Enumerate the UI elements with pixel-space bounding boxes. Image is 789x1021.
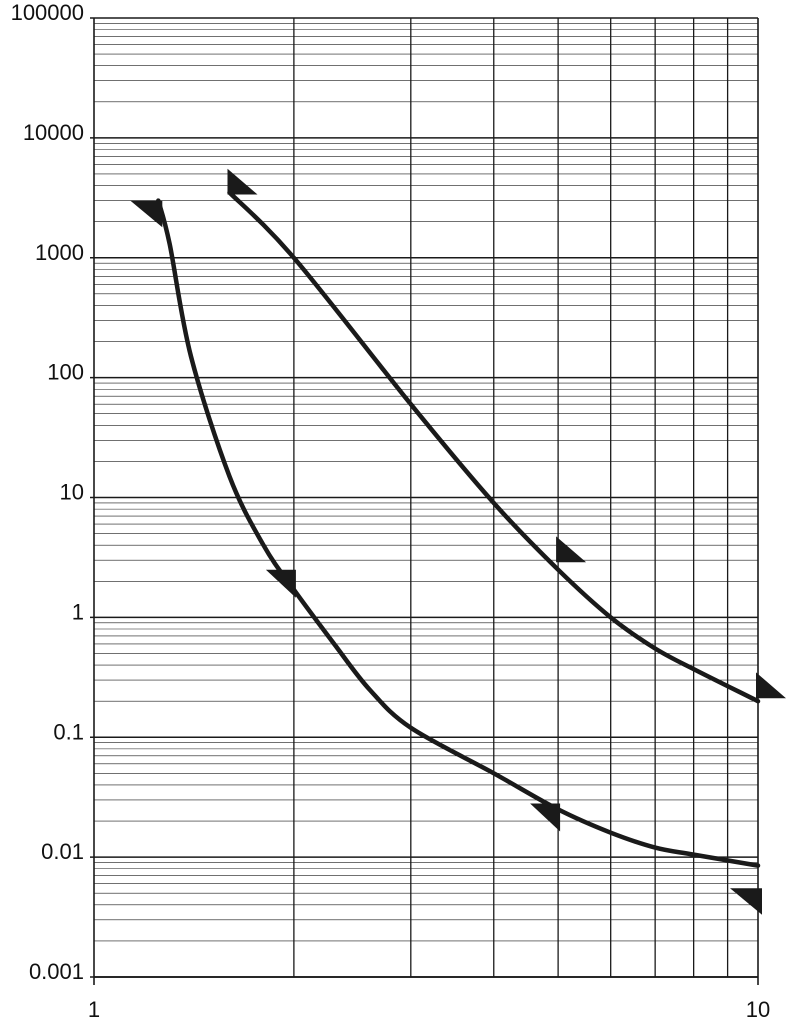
arrow-marker (265, 569, 296, 598)
arrow-marker (130, 200, 163, 228)
arrow-marker (730, 888, 762, 915)
arrow-marker (530, 803, 561, 832)
series-line-2 (227, 190, 761, 704)
marker-layer (130, 168, 786, 915)
y-tick-label: 0.01 (41, 839, 84, 864)
arrow-marker (756, 672, 786, 699)
series-layer (156, 190, 761, 868)
arrow-marker (556, 536, 587, 563)
y-tick-label: 100 (47, 360, 84, 385)
y-axis-labels: 0.001 0.01 0.1 1 10 100 1000 10000 100000 (11, 0, 84, 984)
y-tick-label: 100000 (11, 0, 84, 25)
series-line-1 (156, 198, 761, 868)
y-tick-label: 0.1 (53, 719, 84, 744)
arrow-marker (227, 168, 258, 195)
y-tick-label: 10000 (23, 120, 84, 145)
y-tick-label: 1 (72, 599, 84, 624)
x-tick-label: 10 (746, 997, 770, 1021)
x-tick-label: 1 (88, 997, 100, 1021)
y-tick-label: 0.001 (29, 959, 84, 984)
minor-grid (94, 18, 758, 977)
y-tick-label: 1000 (35, 240, 84, 265)
y-tick-label: 10 (60, 480, 84, 505)
x-axis-labels: 1 10 (88, 997, 770, 1021)
major-grid (90, 17, 759, 985)
